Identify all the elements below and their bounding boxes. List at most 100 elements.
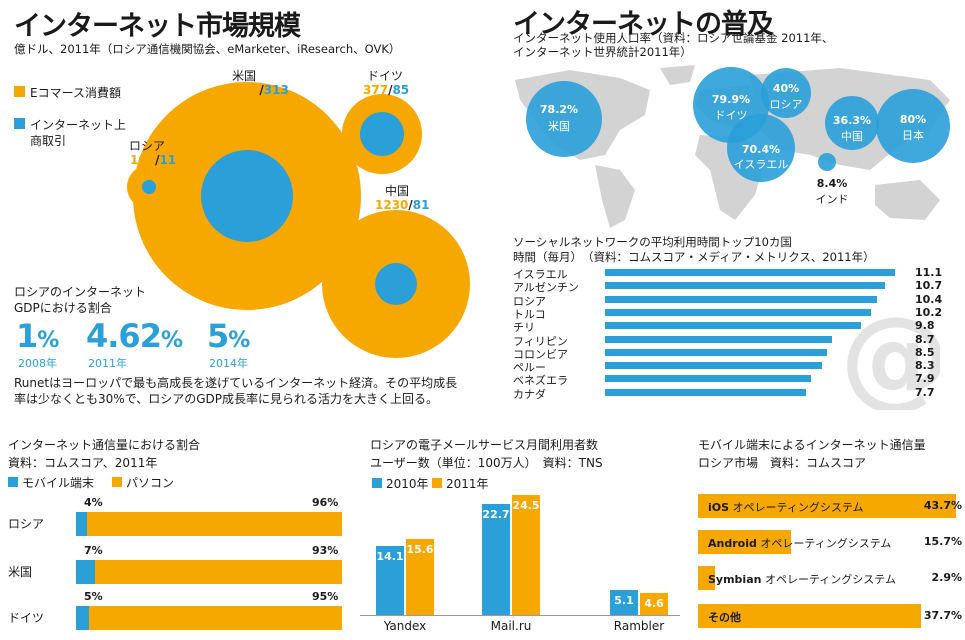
gdp-title-1: ロシアのインターネット — [14, 285, 147, 299]
russia-label: ロシア — [129, 139, 166, 153]
mobile-os-value: 43.7% — [923, 499, 962, 512]
social-bar — [605, 322, 862, 330]
mobile-os-suffix: オペレーティングシステム — [761, 573, 896, 586]
pen-israel-value: 70.4% — [741, 143, 781, 156]
social-value-label: 10.2 — [915, 305, 943, 319]
social-category-label: コロンビア — [513, 347, 568, 361]
email-category-label: Yandex — [383, 619, 427, 633]
social-bar — [605, 362, 822, 370]
traffic-legend-mobile-swatch — [8, 477, 18, 487]
pen-germany-name: ドイツ — [714, 109, 748, 122]
legend-ecommerce-swatch — [14, 86, 25, 97]
mobile-os-bar — [698, 494, 956, 518]
mobile-os-subtitle: ロシア市場 資料：コムスコア — [698, 456, 867, 470]
traffic-pc-bar — [89, 606, 342, 630]
email-value-label: 14.1 — [376, 550, 404, 564]
pen-japan-value: 80% — [899, 113, 927, 126]
email-legend-2010: 2010年 — [386, 477, 429, 491]
gdp-2008-num: 1 — [16, 317, 38, 355]
social-bar — [605, 375, 812, 383]
social-subtitle: 時間（毎月） （資料：コムスコア・メディア・メトリクス、2011年） — [513, 250, 875, 264]
mobile-os-label: iOS オペレーティングシステム — [708, 499, 864, 515]
traffic-pc-value: 93% — [312, 544, 339, 557]
pen-bubble-japan — [876, 89, 950, 163]
traffic-title: インターネット通信量における割合 — [8, 438, 201, 452]
market-bubble-chart — [127, 82, 470, 358]
pen-china-name: 中国 — [841, 130, 863, 143]
bubble-china-ads — [375, 263, 417, 305]
pen-bubble-us — [526, 81, 602, 157]
china-label: 中国 — [385, 184, 410, 198]
traffic-mobile-bar — [76, 512, 87, 536]
traffic-legend-pc-swatch — [112, 477, 122, 487]
gdp-2011-value: 4.62% — [86, 317, 183, 355]
russia-values: 100/11 — [130, 153, 177, 167]
penetration-subtitle-2: インターネット世界統計2011年） — [513, 45, 692, 59]
market-subtitle: 億ドル、2011年（ロシア通信機関協会、eMarketer、iResearch、… — [14, 42, 401, 56]
russia-ads-value: 11 — [159, 153, 177, 167]
market-title: インターネット市場規模 — [14, 11, 301, 42]
social-value-label: 10.7 — [915, 279, 943, 293]
legend-ads-label-2: 商取引 — [30, 134, 67, 148]
social-bar — [605, 308, 872, 316]
mobile-os-bar — [698, 566, 716, 590]
social-value-label: 8.7 — [915, 332, 935, 346]
map-south-america — [595, 165, 635, 228]
social-bar — [605, 282, 885, 290]
mobile-os-name: Android — [708, 537, 757, 550]
mobile-os-bar — [698, 530, 791, 554]
penetration-bubbles — [526, 67, 950, 182]
email-legend-2010-swatch — [372, 478, 382, 488]
email-legend-2011: 2011年 — [446, 477, 489, 491]
us-ecommerce-value: 1950 — [226, 83, 260, 97]
bubble-germany-ads — [360, 112, 404, 156]
gdp-note-2: 率は少なくとも30%で、ロシアのGDP成長率に見られる活力を大きく上回る。 — [14, 392, 438, 406]
gdp-2011-num: 4.62 — [86, 317, 162, 355]
social-bar — [605, 348, 828, 356]
gdp-note-1: Runetはヨーロッパで最も高成長を遂げているインターネット経済。その平均成長 — [14, 376, 458, 390]
germany-ecommerce-value: 377 — [363, 83, 389, 97]
pen-bubble-israel — [727, 114, 795, 182]
social-bar-chart: イスラエル 11.1 アルゼンチン 10.7 ロシア 10.4 トルコ 10.2 チリ 9.8 フィ… — [513, 266, 965, 410]
social-bar — [605, 295, 877, 303]
traffic-subtitle: 資料：コムスコア、2011年 — [8, 456, 158, 470]
bubble-us-ads — [201, 150, 293, 242]
email-value-label: 15.6 — [406, 542, 434, 556]
china-ecommerce-value: 1230 — [375, 198, 409, 212]
penetration-subtitle-1: インターネット使用人口率（資料：ロシア世論基金 2011年、 — [513, 31, 834, 45]
at-sign-icon: @ — [840, 300, 940, 410]
us-ads-value: 313 — [263, 83, 289, 97]
social-bar — [605, 335, 833, 343]
traffic-mobile-value: 5% — [84, 590, 103, 603]
map-australia — [875, 180, 940, 220]
email-subtitle: ユーザー数（単位：100万人） 資料：TNS — [370, 456, 603, 470]
social-category-label: ベネズエラ — [513, 374, 568, 388]
pen-india-name: インド — [815, 193, 849, 206]
pen-russia-name: ロシア — [769, 98, 803, 111]
traffic-mobile-bar — [76, 560, 95, 584]
mobile-os-name: iOS — [708, 501, 730, 514]
social-category-label: フィリピン — [513, 334, 568, 348]
email-title: ロシアの電子メールサービス月間利用者数 — [370, 438, 599, 452]
map-greenland — [660, 65, 695, 85]
pen-bubble-india — [818, 153, 836, 171]
traffic-pc-value: 96% — [312, 496, 339, 509]
email-legend-2011-swatch — [432, 478, 442, 488]
email-bar — [376, 546, 404, 615]
email-bar — [482, 504, 510, 615]
germany-ads-value: 85 — [392, 83, 410, 97]
social-value-label: 7.9 — [915, 372, 935, 386]
mobile-os-suffix: オペレーティングシステム — [729, 501, 864, 514]
legend-ads-label-1: インターネット上 — [30, 118, 127, 132]
mobile-os-value: 37.7% — [923, 609, 962, 622]
pen-china-value: 36.3% — [832, 114, 872, 127]
mobile-os-name: Symbian — [708, 573, 762, 586]
penetration-title: インターネットの普及 — [513, 9, 774, 40]
email-value-label: 4.6 — [644, 596, 664, 610]
us-label: 米国 — [232, 69, 257, 83]
pen-bubble-china — [825, 96, 879, 150]
social-category-label: ペルー — [513, 361, 546, 375]
social-bar — [605, 269, 895, 276]
gdp-2008-pct: % — [37, 328, 59, 353]
social-value-label: 10.4 — [915, 292, 943, 306]
